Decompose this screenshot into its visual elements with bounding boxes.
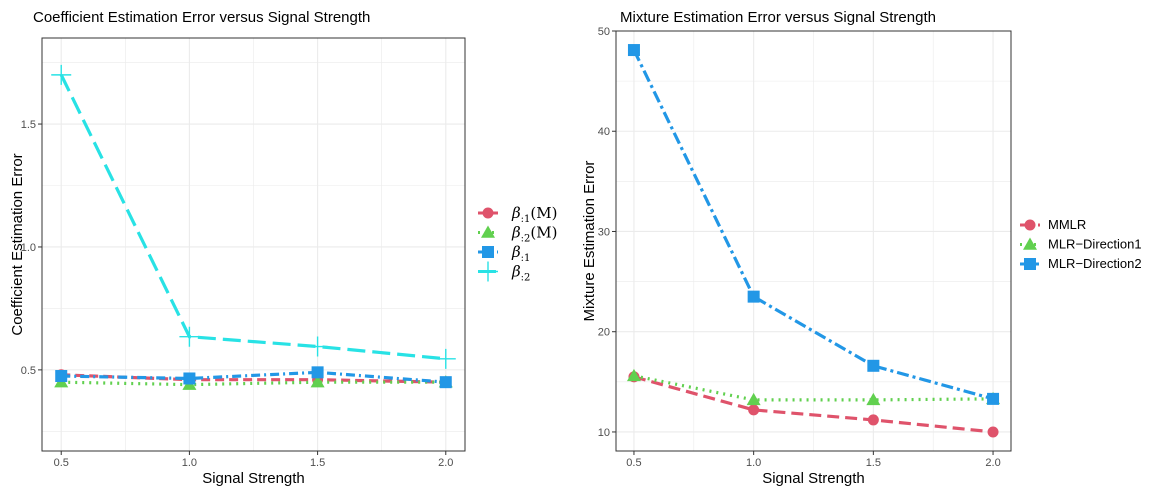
legend-label: β:2(M)	[511, 224, 557, 245]
x-tick-label: 1.5	[310, 457, 325, 469]
data-point	[748, 404, 760, 416]
grid	[42, 38, 465, 451]
data-point	[747, 290, 760, 303]
legend-marker	[482, 207, 494, 219]
data-point	[51, 64, 72, 85]
x-axis-label: Signal Strength	[762, 470, 865, 487]
data-point	[439, 376, 452, 389]
data-point	[867, 414, 879, 426]
legend-label: β:1	[511, 243, 530, 264]
y-tick-label: 50	[598, 26, 610, 38]
series-3	[55, 366, 452, 389]
series-line	[633, 375, 994, 434]
series-line	[61, 380, 446, 387]
legend: MMLR MLR−Direction1 MLR−Direction2	[1020, 217, 1142, 271]
data-point	[183, 372, 196, 385]
y-tick-label: 1.0	[21, 242, 36, 254]
legend-symbol: β	[511, 263, 521, 281]
y-tick-label: 1.5	[21, 119, 36, 131]
legend-label: MLR−Direction1	[1048, 237, 1142, 252]
data-point	[866, 392, 881, 406]
y-axis-label: Mixture Estimation Error	[581, 161, 598, 322]
data-point	[311, 366, 324, 379]
data-point	[307, 336, 328, 357]
x-tick-label: 2.0	[438, 457, 453, 469]
legend-symbol: β	[511, 243, 521, 261]
axis-ticks: 0.5 1.0 1.5 2.0 0.5 1.0 1.5	[21, 119, 454, 469]
data-point	[746, 392, 761, 406]
x-tick-label: 1.0	[182, 457, 197, 469]
legend-label: β:1(M)	[511, 204, 557, 225]
axis-ticks: 0.5 1.0 1.5 2.0 10 20 30 40 50	[598, 26, 1001, 469]
series-line	[633, 374, 994, 402]
legend-item: MMLR	[1020, 217, 1086, 232]
series-line	[59, 74, 446, 361]
y-tick-label: 30	[598, 226, 610, 238]
legend-item: β:1	[478, 243, 530, 264]
legend: β:1(M)β:2(M)β:1β:2	[478, 204, 557, 284]
y-tick-label: 20	[598, 327, 610, 339]
legend-item: β:2	[478, 261, 530, 284]
data-point	[55, 370, 68, 383]
legend-symbol: β	[511, 224, 521, 242]
legend-subscript: :2	[521, 234, 531, 245]
chart-title: Coefficient Estimation Error versus Sign…	[33, 9, 370, 26]
legend-marker	[1023, 237, 1037, 250]
data-point	[435, 348, 456, 369]
legend-item: β:2(M)	[478, 224, 557, 245]
y-tick-label: 0.5	[21, 365, 36, 377]
legend-suffix: (M)	[530, 224, 557, 242]
legend-marker	[481, 225, 495, 238]
x-axis-label: Signal Strength	[202, 470, 305, 487]
legend-marker	[478, 261, 498, 282]
x-tick-label: 0.5	[626, 457, 641, 469]
legend-symbol: β	[511, 204, 521, 222]
legend-label: MLR−Direction2	[1048, 256, 1142, 271]
x-tick-label: 1.0	[746, 457, 761, 469]
data-point	[867, 359, 880, 372]
series-line	[61, 370, 446, 384]
data-point	[626, 368, 641, 382]
plot-frame	[41, 37, 466, 452]
legend-label: β:2	[511, 263, 530, 284]
legend-subscript: :1	[521, 214, 531, 225]
coefficient-chart: Coefficient Estimation Error versus Sign…	[9, 9, 558, 487]
data-point	[310, 375, 325, 388]
legend-item: MLR−Direction1	[1020, 237, 1142, 252]
chart-title: Mixture Estimation Error versus Signal S…	[620, 9, 936, 26]
legend-marker	[1024, 219, 1036, 231]
series-layer	[51, 64, 456, 390]
legend-marker	[1024, 258, 1036, 270]
y-tick-label: 40	[598, 126, 610, 138]
mixture-chart: Mixture Estimation Error versus Signal S…	[581, 9, 1142, 487]
legend-item: MLR−Direction2	[1020, 256, 1142, 271]
data-point	[987, 392, 1000, 405]
data-point	[179, 326, 200, 347]
y-tick-label: 10	[598, 427, 610, 439]
data-point	[627, 44, 640, 57]
x-tick-label: 2.0	[985, 457, 1000, 469]
plot-frame	[615, 30, 1012, 452]
legend-suffix: (M)	[530, 204, 557, 222]
x-tick-label: 1.5	[866, 457, 881, 469]
series-layer	[626, 44, 1001, 438]
x-tick-label: 0.5	[54, 457, 69, 469]
data-point	[987, 426, 999, 438]
legend-item: β:1(M)	[478, 204, 557, 225]
legend-subscript: :2	[521, 273, 531, 284]
series-3	[627, 44, 1000, 405]
y-axis-label: Coefficient Estimation Error	[9, 153, 26, 335]
legend-label: MMLR	[1048, 217, 1086, 232]
legend-marker	[482, 246, 494, 258]
legend-subscript: :1	[521, 253, 531, 264]
series-4	[51, 64, 456, 369]
